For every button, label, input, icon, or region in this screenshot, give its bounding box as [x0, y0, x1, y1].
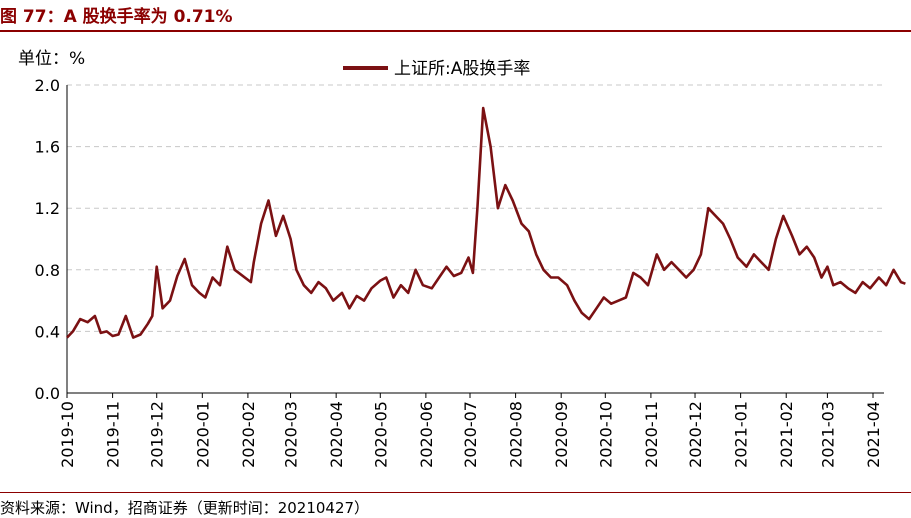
legend-label: 上证所:A股换手率 — [394, 59, 530, 79]
line-chart: 0.0 0.4 0.8 1.2 1.6 2.0 2019-10 2019-11 2019-12… — [35, 59, 906, 468]
series-layer — [66, 106, 906, 339]
y-tick-label: 1.6 — [35, 138, 60, 157]
x-tick-label: 2020-11 — [642, 401, 661, 468]
x-tick-label: 2021-01 — [732, 401, 751, 468]
source-rule — [0, 492, 911, 493]
series-line — [66, 106, 906, 339]
unit-label: 单位：% — [18, 49, 86, 69]
y-tick-label: 0.8 — [35, 261, 60, 280]
y-tick-label: 0.0 — [35, 384, 60, 403]
x-tick-label: 2020-08 — [507, 401, 526, 468]
x-tick-label: 2019-11 — [104, 401, 123, 468]
x-tick-labels: 2019-10 2019-11 2019-12 2020-01 2020-02 2020-… — [58, 401, 883, 468]
x-tick-label: 2020-03 — [282, 401, 301, 468]
legend: 上证所:A股换手率 — [343, 59, 530, 79]
x-tick-label: 2020-04 — [327, 401, 346, 468]
figure-title: 图 77：A 股换手率为 0.71% — [0, 7, 233, 27]
title-rule — [0, 30, 911, 32]
x-tick-label: 2021-04 — [864, 401, 883, 468]
x-tick-label: 2020-07 — [461, 401, 480, 468]
x-tick-label: 2020-06 — [417, 401, 436, 468]
axes — [66, 85, 884, 398]
x-tick-label: 2020-10 — [596, 401, 615, 468]
x-tick-label: 2020-02 — [239, 401, 258, 468]
y-tick-label: 1.2 — [35, 199, 60, 218]
x-tick-label: 2019-10 — [58, 401, 77, 468]
x-tick-label: 2020-01 — [193, 401, 212, 468]
x-tick-label: 2021-02 — [777, 401, 796, 468]
gridlines — [67, 84, 884, 332]
x-tick-label: 2020-09 — [552, 401, 571, 468]
x-tick-label: 2019-12 — [148, 401, 167, 468]
x-tick-label: 2021-03 — [818, 401, 837, 468]
y-tick-labels: 0.0 0.4 0.8 1.2 1.6 2.0 — [35, 76, 60, 403]
y-tick-label: 0.4 — [35, 322, 60, 341]
x-tick-label: 2020-12 — [686, 401, 705, 468]
x-tick-label: 2020-05 — [371, 401, 390, 468]
source-note: 资料来源：Wind，招商证券（更新时间：20210427） — [0, 499, 370, 517]
y-tick-label: 2.0 — [35, 76, 60, 95]
